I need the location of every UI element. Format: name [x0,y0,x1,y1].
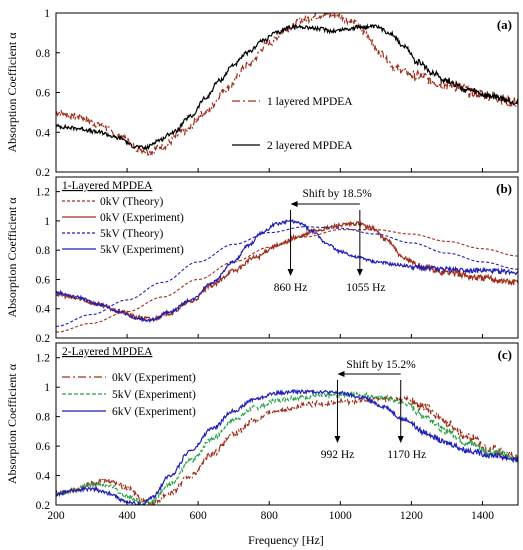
y-axis-label: Absorption Coefficient α [5,32,19,153]
peak-arrowhead [356,269,363,276]
series-line-4 [56,218,518,324]
y-tick-label: 0.8 [36,245,51,257]
shift-arrowhead [290,201,298,207]
x-tick-label: 600 [190,510,208,522]
panel-label: (a) [497,17,512,32]
series-line-2 [56,22,518,151]
series-line-1 [56,394,518,505]
y-axis-label: Absorption Coefficient α [5,197,19,318]
peak-arrowhead [334,436,341,443]
series-line-2 [56,390,518,505]
y-axis-label: Absorption Coefficient α [5,363,19,484]
x-tick-label: 400 [118,510,136,522]
x-axis-label: Frequency [Hz] [248,533,324,547]
y-tick-label: 0.4 [36,471,51,483]
shift-annotation: Shift by 15.2% [346,359,416,371]
y-tick-label: 0.2 [36,167,51,179]
panel-2: 0.2 0.4 0.6 0.8 1 1.2 Absorption Coefficient α… [5,176,519,345]
panels: 0.2 0.4 0.6 0.8 1 Absorption Coefficient α (a)… [5,8,519,522]
peak-label-2: 1170 Hz [387,449,426,461]
panel-label: (c) [498,347,512,362]
x-tick-label: 800 [261,510,279,522]
y-tick-label: 0.4 [36,304,51,316]
legend-entry: 5kV (Experiment) [112,389,196,401]
series-line-1 [56,13,518,158]
legend-entry: 5kV (Theory) [100,228,164,240]
y-tick-label: 1 [44,216,50,228]
legend-title: 2-Layered MPDEA [62,346,153,358]
peak-label-1: 860 Hz [274,282,308,294]
plot-frame [55,342,519,506]
legend-entry: 5kV (Experiment) [100,244,184,256]
x-tick-label: 1400 [471,510,494,522]
peak-label-1: 992 Hz [321,449,355,461]
panel-label: (b) [496,181,512,196]
y-tick-label: 1 [44,8,50,20]
shift-annotation: Shift by 18.5% [303,188,373,200]
legend-entry: 0kV (Theory) [100,196,164,208]
y-tick-label: 0.2 [36,333,51,345]
y-tick-label: 0.6 [36,441,51,453]
x-tick-label: 1000 [329,510,352,522]
peak-arrowhead [287,269,294,276]
y-tick-label: 0.8 [36,48,51,60]
plot-frame [55,176,519,339]
legend-title: 1-Layered MPDEA [62,180,153,192]
legend-entry: 0kV (Experiment) [100,212,184,224]
y-tick-label: 1.2 [36,353,51,365]
y-tick-label: 0.2 [36,500,51,512]
y-tick-label: 0.6 [36,274,51,286]
y-tick-label: 0.8 [36,412,51,424]
peak-arrowhead [397,436,404,443]
panel-1: 0.2 0.4 0.6 0.8 1 Absorption Coefficient α (a)… [5,8,519,179]
panel-3: 0.2 0.4 0.6 0.8 1 1.2 200 400 600 800 1000 1200 1400… [5,342,519,522]
legend-entry: 2 layered MPDEA [267,140,353,152]
y-tick-label: 1.2 [36,187,51,199]
legend-entry: 6kV (Experiment) [112,406,196,418]
shift-arrowhead [337,371,345,377]
y-tick-label: 0.6 [36,88,51,100]
series-line-3 [56,226,518,327]
legend-entry: 1 layered MPDEA [267,96,353,108]
y-tick-label: 0.4 [36,127,51,139]
series-line-2 [56,220,518,322]
y-tick-label: 1 [44,382,50,394]
peak-label-2: 1055 Hz [346,282,385,294]
x-tick-label: 1200 [400,510,423,522]
legend-entry: 0kV (Experiment) [112,372,196,384]
x-tick-label: 200 [47,510,65,522]
series-line-3 [56,388,518,505]
